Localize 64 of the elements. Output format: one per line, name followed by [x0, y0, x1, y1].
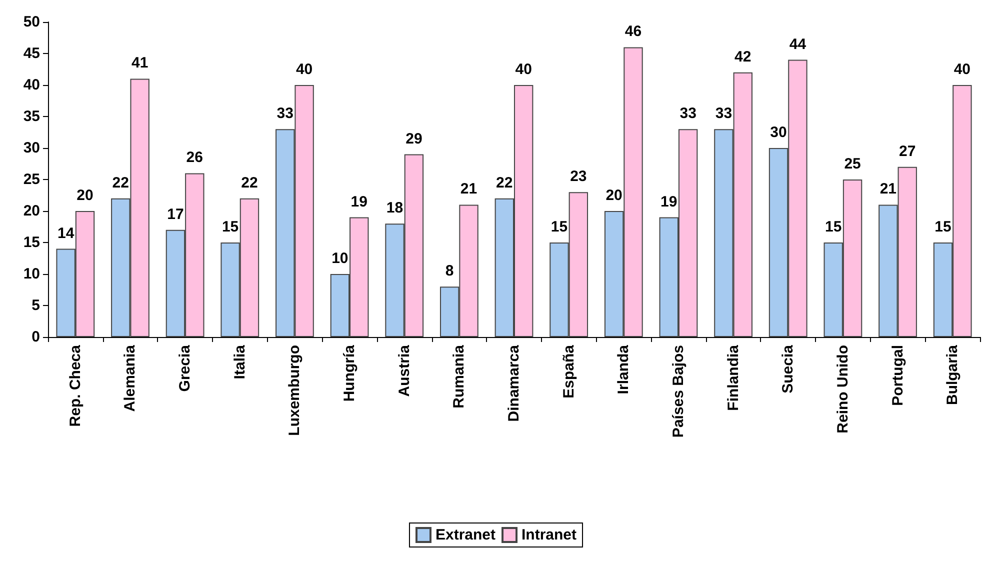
data-label: 19 [350, 193, 368, 210]
data-label: 10 [332, 250, 348, 267]
x-tick-label: Rep. Checa [66, 344, 84, 427]
x-tick-label: Grecia [176, 344, 194, 392]
x-tick-label: Países Bajos [670, 345, 687, 438]
y-tick-label: 30 [23, 140, 40, 156]
data-label: 15 [825, 218, 842, 236]
data-label: 40 [296, 61, 313, 78]
data-label: 42 [734, 48, 752, 66]
x-tick-label: Reino Unido [834, 345, 852, 434]
legend-label: Intranet [522, 526, 577, 544]
data-label: 21 [460, 180, 478, 198]
y-tick-label: 45 [23, 45, 40, 62]
data-label: 17 [167, 206, 184, 223]
x-tick-label: Irlanda [615, 344, 632, 394]
x-tick-label: Rumania [450, 344, 468, 408]
data-label: 15 [934, 218, 952, 236]
data-label: 23 [570, 168, 587, 186]
data-label: 40 [515, 61, 532, 78]
data-label: 40 [954, 61, 971, 78]
data-label: 33 [276, 105, 294, 122]
data-label: 18 [386, 200, 404, 217]
data-label: 33 [680, 105, 696, 122]
data-label: 30 [770, 124, 787, 141]
x-tick-label: Finlandia [724, 344, 742, 411]
x-tick-label: Austria [396, 344, 413, 397]
data-label: 22 [496, 174, 513, 192]
y-tick-label: 40 [23, 76, 40, 94]
data-label: 27 [899, 142, 916, 160]
x-tick-label: España [560, 344, 578, 398]
y-tick-label: 15 [23, 234, 40, 251]
y-tick-label: 0 [32, 328, 40, 346]
x-tick-label: Alemania [122, 344, 139, 412]
data-label: 29 [406, 130, 422, 148]
data-label: 25 [844, 156, 861, 172]
data-label: 20 [76, 187, 94, 204]
data-label: 15 [222, 218, 239, 236]
data-label: 33 [715, 105, 732, 122]
x-tick-label: Hungría [341, 344, 358, 402]
data-label: 21 [880, 180, 897, 198]
y-tick-label: 20 [23, 202, 40, 220]
x-tick-label: Dinamarca [506, 344, 522, 422]
x-tick-label: Suecia [780, 344, 797, 394]
y-tick-label: 10 [23, 266, 40, 282]
x-tick-label: Bulgaria [944, 344, 962, 406]
x-tick-label: Luxemburgo [286, 345, 304, 436]
data-label: 19 [660, 193, 678, 210]
y-tick-label: 35 [23, 108, 40, 125]
data-label: 15 [550, 218, 568, 236]
legend-label: Extranet [435, 526, 496, 544]
data-label: 22 [241, 174, 258, 192]
x-tick-label: Italia [231, 344, 248, 380]
y-tick-label: 25 [23, 171, 40, 188]
data-label: 20 [606, 187, 622, 204]
data-label: 26 [186, 149, 203, 166]
data-label: 46 [624, 23, 642, 40]
data-label: 44 [789, 36, 807, 53]
data-label: 14 [57, 224, 75, 242]
x-tick-label: Portugal [889, 345, 906, 406]
y-tick-label: 50 [23, 14, 40, 30]
data-label: 8 [445, 262, 454, 280]
y-tick-label: 5 [32, 297, 40, 314]
data-label: 41 [131, 54, 148, 72]
data-label: 22 [112, 174, 129, 192]
